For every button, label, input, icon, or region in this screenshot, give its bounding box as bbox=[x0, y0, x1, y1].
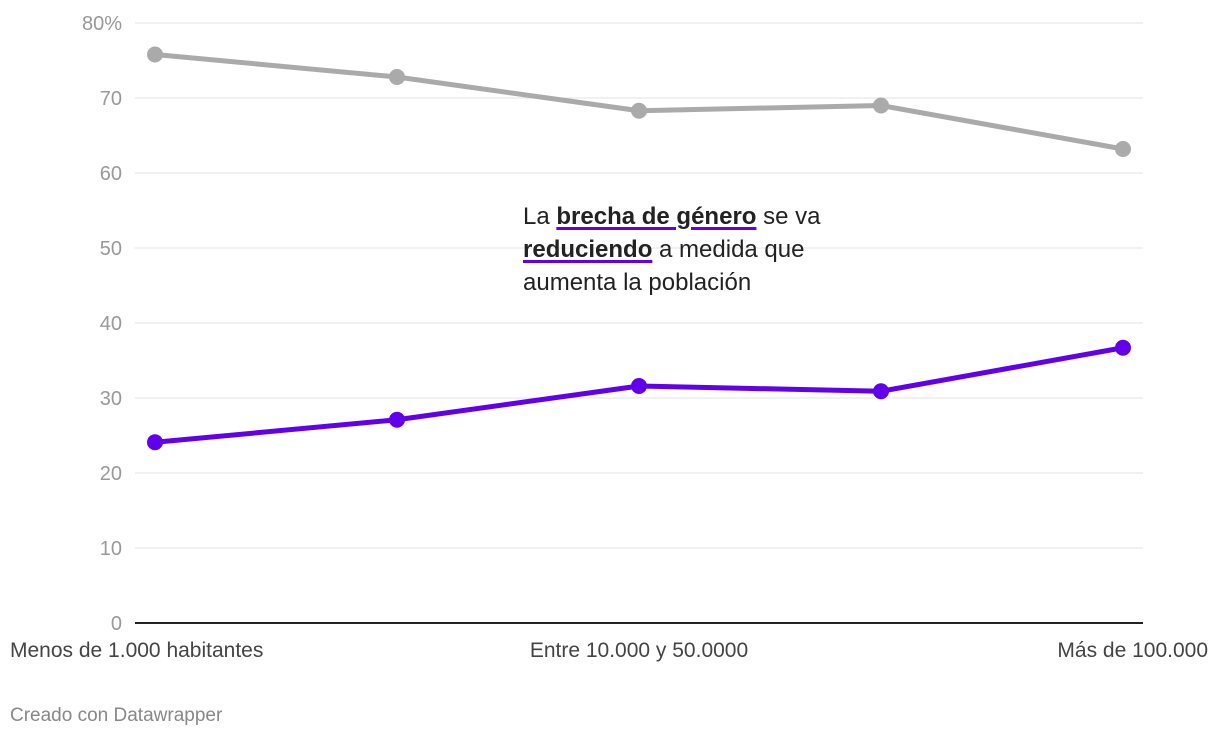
y-tick-label: 50 bbox=[100, 238, 122, 260]
x-axis-ticks: Menos de 1.000 habitantes Entre 10.000 y … bbox=[10, 639, 1208, 662]
x-tick-label: Entre 10.000 y 50.0000 bbox=[530, 639, 748, 662]
series-line bbox=[152, 345, 1126, 445]
data-point bbox=[389, 69, 405, 85]
series-1 bbox=[147, 339, 1131, 451]
data-point bbox=[1115, 339, 1131, 356]
series-line bbox=[152, 52, 1126, 152]
line-chart: 0 10 20 30 40 50 60 70 80% Menos de 1.000 habita… bbox=[10, 13, 1208, 662]
y-tick-label: 60 bbox=[100, 163, 122, 185]
annotation-bold-1: brecha de género bbox=[556, 203, 757, 230]
annotation-text-2: se va bbox=[756, 203, 821, 230]
annotation-bold-2: reduciendo bbox=[523, 236, 653, 263]
data-point bbox=[631, 378, 647, 394]
annotation-text-3: a medida que aumenta la población bbox=[523, 236, 805, 296]
series-0 bbox=[147, 46, 1131, 157]
y-tick-label: 40 bbox=[100, 313, 122, 335]
data-point bbox=[147, 46, 163, 63]
y-tick-label: 70 bbox=[100, 88, 122, 110]
data-point bbox=[631, 102, 647, 119]
x-tick-label: Más de 100.000 bbox=[1057, 639, 1208, 662]
y-tick-label: 80% bbox=[82, 13, 122, 35]
y-tick-label: 0 bbox=[111, 613, 122, 635]
x-tick-label: Menos de 1.000 habitantes bbox=[10, 639, 263, 662]
data-point bbox=[389, 411, 405, 428]
chart-annotation: La brecha de género se va reduciendo a m… bbox=[523, 200, 843, 299]
y-tick-label: 30 bbox=[100, 388, 122, 410]
data-point bbox=[873, 383, 889, 400]
data-point bbox=[147, 434, 163, 451]
series bbox=[147, 46, 1131, 451]
y-tick-label: 20 bbox=[100, 463, 122, 485]
credit-text: Creado con Datawrapper bbox=[10, 705, 223, 726]
data-point bbox=[1115, 141, 1131, 157]
data-point bbox=[873, 97, 889, 114]
y-tick-label: 10 bbox=[100, 538, 122, 560]
y-axis-ticks: 0 10 20 30 40 50 60 70 80% bbox=[82, 13, 122, 635]
gridlines bbox=[135, 22, 1143, 624]
annotation-text-1: La bbox=[523, 203, 557, 230]
